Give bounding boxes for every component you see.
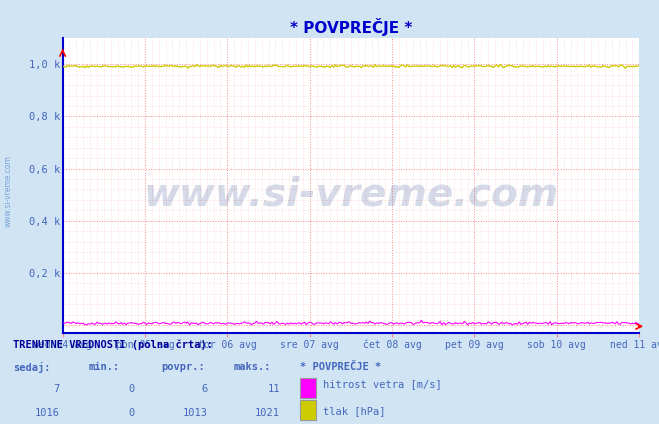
Text: 1016: 1016 xyxy=(34,407,59,418)
Text: 0: 0 xyxy=(129,384,135,394)
Bar xyxy=(300,378,316,399)
Text: 6: 6 xyxy=(202,384,208,394)
Text: 7: 7 xyxy=(53,384,59,394)
Text: TRENUTNE VREDNOSTI (polna črta):: TRENUTNE VREDNOSTI (polna črta): xyxy=(13,339,213,350)
Text: www.si-vreme.com: www.si-vreme.com xyxy=(3,155,13,227)
Text: maks.:: maks.: xyxy=(234,362,272,372)
Text: sedaj:: sedaj: xyxy=(13,362,51,373)
Text: 1021: 1021 xyxy=(255,407,280,418)
Title: * POVPREČJE *: * POVPREČJE * xyxy=(290,18,412,36)
Text: 0: 0 xyxy=(129,407,135,418)
Text: 1013: 1013 xyxy=(183,407,208,418)
Text: * POVPREČJE *: * POVPREČJE * xyxy=(300,362,381,372)
Bar xyxy=(300,400,316,420)
Text: tlak [hPa]: tlak [hPa] xyxy=(323,406,386,416)
Text: hitrost vetra [m/s]: hitrost vetra [m/s] xyxy=(323,379,442,389)
Text: min.:: min.: xyxy=(89,362,120,372)
Text: povpr.:: povpr.: xyxy=(161,362,205,372)
Text: 11: 11 xyxy=(268,384,280,394)
Text: www.si-vreme.com: www.si-vreme.com xyxy=(143,176,559,213)
